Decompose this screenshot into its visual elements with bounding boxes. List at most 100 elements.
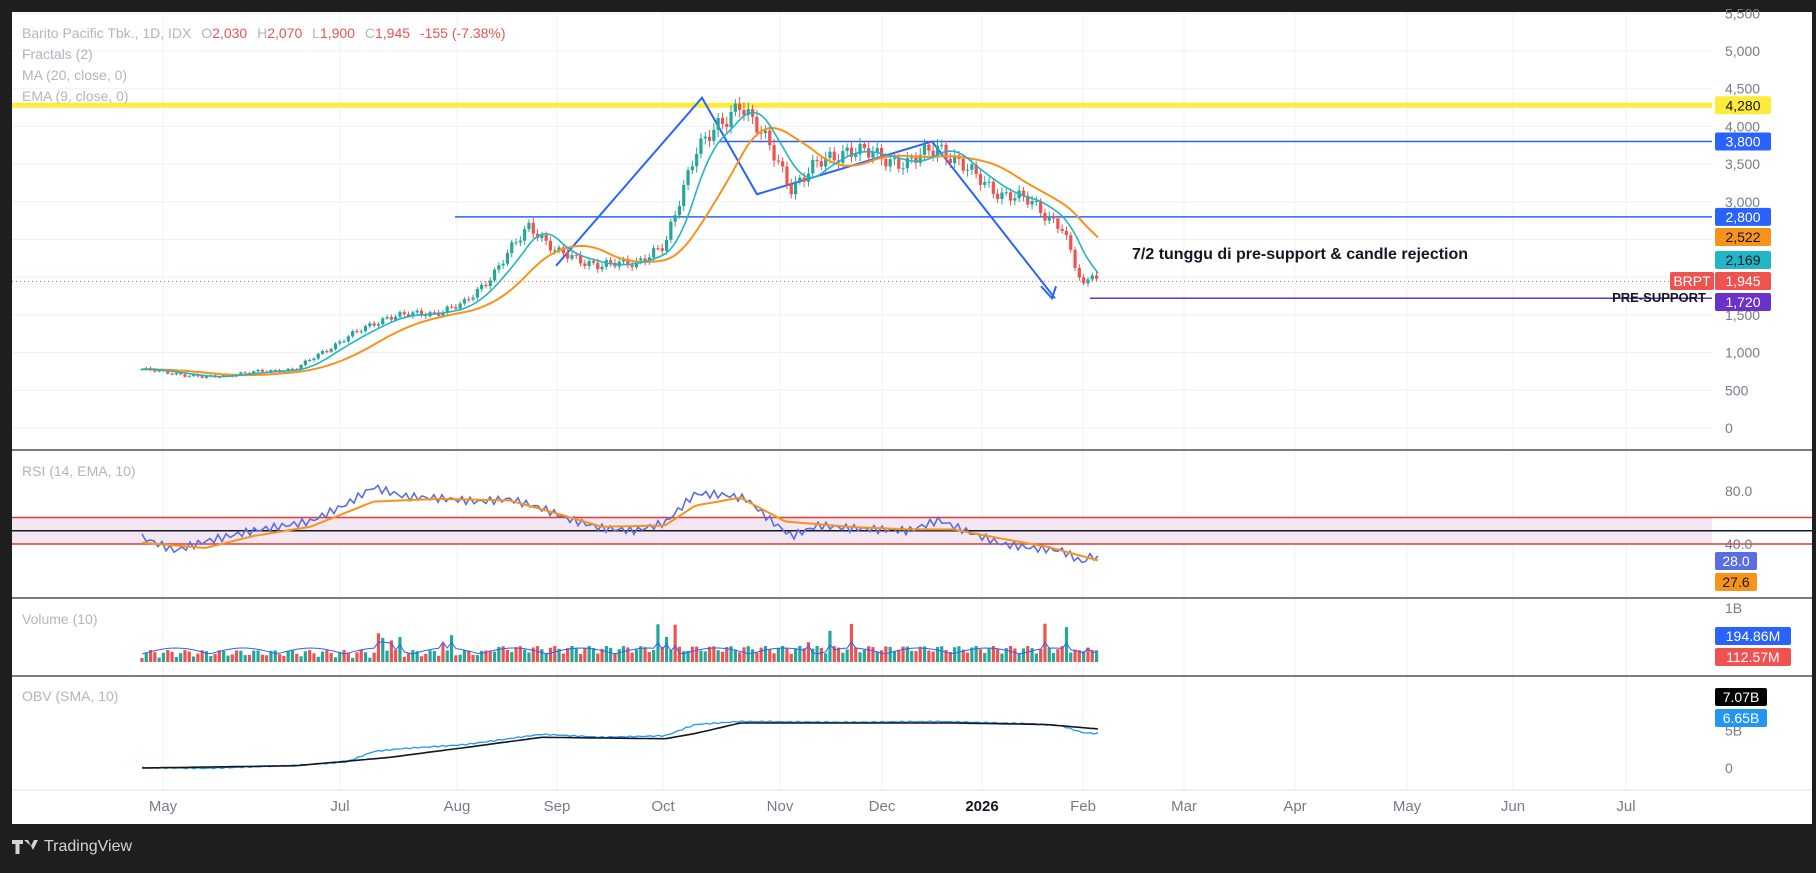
candle[interactable]: [488, 277, 492, 290]
candle[interactable]: [359, 329, 363, 334]
candle[interactable]: [424, 312, 428, 319]
candle[interactable]: [974, 161, 978, 179]
candle[interactable]: [875, 142, 879, 157]
annotation-presupport[interactable]: PRE-SUPPORT: [1612, 290, 1706, 305]
candle[interactable]: [385, 314, 389, 320]
candle[interactable]: [673, 211, 677, 227]
candle[interactable]: [768, 125, 772, 151]
candle[interactable]: [398, 310, 402, 319]
candle[interactable]: [746, 102, 750, 122]
candle[interactable]: [948, 152, 952, 169]
candle[interactable]: [415, 308, 419, 315]
candle[interactable]: [381, 317, 385, 327]
candle[interactable]: [471, 294, 475, 302]
candle[interactable]: [1073, 246, 1077, 272]
candle[interactable]: [174, 372, 178, 376]
candle[interactable]: [703, 132, 707, 145]
candle[interactable]: [480, 282, 484, 292]
candle[interactable]: [1047, 211, 1051, 224]
indicator-ema-label[interactable]: EMA (9, close, 0): [22, 88, 129, 104]
candle[interactable]: [1043, 208, 1047, 226]
candle[interactable]: [1069, 232, 1073, 253]
candle[interactable]: [841, 144, 845, 167]
candle[interactable]: [712, 122, 716, 145]
candle[interactable]: [376, 322, 381, 328]
indicator-fractals-label[interactable]: Fractals (2): [22, 46, 93, 62]
candle[interactable]: [854, 147, 858, 162]
candle[interactable]: [742, 102, 746, 121]
candle[interactable]: [570, 251, 574, 261]
candle[interactable]: [243, 371, 247, 374]
candle[interactable]: [325, 349, 329, 354]
candle[interactable]: [978, 168, 983, 191]
candle[interactable]: [527, 219, 531, 233]
candle[interactable]: [523, 225, 527, 245]
candle[interactable]: [1021, 186, 1026, 202]
candle[interactable]: [819, 155, 823, 171]
candle[interactable]: [630, 261, 634, 272]
candle[interactable]: [372, 320, 376, 328]
candle[interactable]: [351, 329, 355, 338]
candle[interactable]: [811, 154, 815, 178]
candle[interactable]: [720, 112, 725, 130]
candle[interactable]: [772, 138, 776, 167]
candle[interactable]: [1026, 191, 1030, 208]
candle[interactable]: [566, 249, 570, 263]
candle[interactable]: [462, 297, 467, 306]
candle[interactable]: [355, 328, 359, 334]
candle[interactable]: [669, 218, 673, 243]
candle[interactable]: [1051, 212, 1056, 223]
candle[interactable]: [832, 147, 836, 165]
candle[interactable]: [656, 245, 660, 251]
candle[interactable]: [755, 110, 759, 137]
annotation-note[interactable]: 7/2 tunggu di pre-support & candle rejec…: [1132, 246, 1468, 263]
candle[interactable]: [845, 143, 849, 158]
candle[interactable]: [867, 142, 871, 164]
candle[interactable]: [484, 281, 488, 289]
candle[interactable]: [935, 139, 940, 163]
candle[interactable]: [931, 144, 935, 162]
candle[interactable]: [1077, 264, 1081, 281]
candle[interactable]: [600, 263, 604, 273]
candle[interactable]: [815, 156, 819, 168]
candle[interactable]: [561, 243, 565, 257]
candle[interactable]: [1004, 188, 1008, 196]
candle[interactable]: [901, 162, 905, 175]
candle[interactable]: [776, 154, 780, 165]
candle[interactable]: [346, 334, 350, 344]
candle[interactable]: [501, 259, 505, 269]
candle[interactable]: [991, 178, 995, 199]
pattern-zigzag-line[interactable]: [555, 96, 1056, 299]
candle[interactable]: [578, 251, 583, 267]
candle[interactable]: [312, 357, 316, 362]
candle[interactable]: [738, 97, 742, 118]
candle[interactable]: [695, 147, 699, 173]
indicator-obv-label[interactable]: OBV (SMA, 10): [22, 688, 118, 704]
candle[interactable]: [1064, 226, 1069, 240]
candle[interactable]: [733, 99, 737, 117]
candle[interactable]: [781, 157, 785, 173]
candle[interactable]: [682, 180, 686, 211]
candle[interactable]: [368, 321, 372, 329]
candle[interactable]: [170, 372, 174, 376]
candle[interactable]: [1056, 215, 1060, 234]
candle[interactable]: [1013, 192, 1017, 206]
candle[interactable]: [449, 303, 454, 309]
candle[interactable]: [798, 174, 802, 185]
candle[interactable]: [557, 245, 561, 254]
candle[interactable]: [725, 116, 729, 134]
candle[interactable]: [475, 286, 479, 301]
candle[interactable]: [690, 160, 694, 175]
candle[interactable]: [363, 324, 368, 333]
candle[interactable]: [1000, 186, 1004, 205]
candle[interactable]: [965, 163, 970, 177]
candle[interactable]: [1008, 188, 1013, 206]
candle[interactable]: [862, 140, 866, 153]
candle[interactable]: [849, 142, 854, 163]
footer-branding[interactable]: TradingView: [12, 836, 132, 858]
candle[interactable]: [389, 314, 393, 323]
candle[interactable]: [1086, 277, 1090, 287]
candle[interactable]: [759, 125, 763, 140]
candle[interactable]: [996, 188, 1000, 204]
